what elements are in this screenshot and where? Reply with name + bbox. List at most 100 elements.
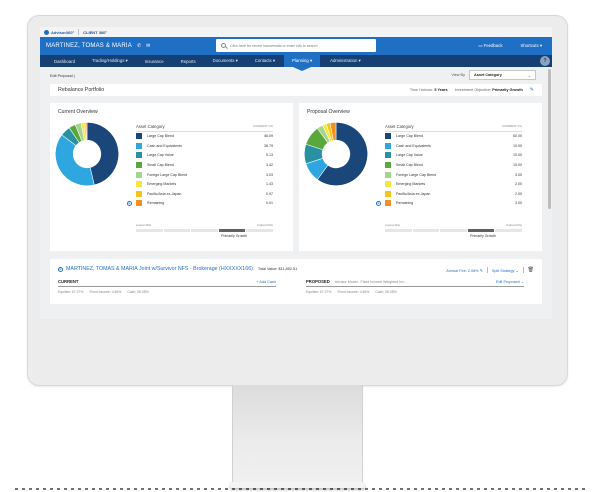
edit-pencil-icon[interactable]: ✎ [529,87,534,93]
phone-icon[interactable]: ✆ [136,43,142,49]
legend-header: Asset Category CURRENT (%) [385,124,522,132]
swatch-large-cap-blend [385,133,391,140]
current-heading: CURRENT [58,279,79,284]
time-horizon: Time Horizon: 5 Years [409,88,448,92]
nav-contacts[interactable]: Contacts ▾ [254,58,276,63]
view-by-control: View By Asset Category ⌄ [451,70,536,80]
swatch-remaining [136,200,142,207]
split-strategy-menu[interactable]: Split Strategy ⌄ [491,268,519,273]
view-by-value: Asset Category [474,73,502,77]
product-name: CLIENT 360° [83,29,107,35]
current-risk-meter: Lowest Risk Highest Risk Primarily Growth [136,223,273,238]
edit-proposed-button[interactable]: Edit Proposed ⌄ [495,280,524,284]
proposal-legend: Asset Category CURRENT (%) Large Cap Ble… [376,124,522,208]
page-scrollbar[interactable] [548,69,551,209]
feedback-button[interactable]: ▭ Feedback [478,42,503,48]
nav-reports[interactable]: Reports [180,58,196,64]
legend-row: Foreign Large Cap Blend 3.03 [136,170,273,180]
swatch-large-cap-blend [136,133,142,140]
proposed-model: Advisor Model : Fixed Income Weighted In… [334,279,407,284]
legend-row: Large Cap Value 10.00 [385,151,522,161]
current-allocation: CURRENT + Add Cash Equities: 67.27% Fixe… [58,279,276,294]
legend-row: ▸ Remaining 0.01 [127,200,273,207]
header-actions: ▭ Feedback Shortcuts ▾ [478,39,542,52]
shortcuts-menu[interactable]: Shortcuts ▾ [520,42,542,48]
swatch-foreign-large-cap [136,171,142,178]
rebalance-meta: Time Horizon: 5 Years Investment Objecti… [410,87,534,93]
divider [522,267,524,273]
legend-row: Pacific/Asia ex-Japan 0.97 [136,189,273,199]
swatch-large-cap-value [385,152,391,159]
breadcrumb: Edit Proposal | [50,74,75,78]
sub-toolbar: Edit Proposal | View By Asset Category ⌄ [40,67,546,85]
nav-planning[interactable]: Planning ▾ [284,55,321,67]
account-card: ▸ MARTINEZ, TOMAS & MARIA Joint w/Surviv… [50,259,542,304]
investment-objective: Investment Objective: Primarily Growth [454,88,523,92]
app-screen: Advisor360° CLIENT 360° MARTINEZ, TOMAS … [40,27,552,319]
risk-bar [136,228,273,232]
risk-label: Primarily Growth [221,234,247,238]
swatch-pacific-asia [385,190,391,197]
rebalance-bar: Rebalance Portfolio Time Horizon: 5 Year… [50,84,542,96]
proposal-risk-meter: Lowest Risk Highest Risk Primarily Growth [385,223,522,238]
nav-administration[interactable]: Administration ▾ [330,58,361,63]
account-name-link[interactable]: MARTINEZ, TOMAS & MARIA Joint w/Survivor… [66,266,253,272]
total-value: Total Value: $11,852.51 [257,267,298,271]
account-header: ▸ MARTINEZ, TOMAS & MARIA Joint w/Surviv… [58,266,297,272]
current-legend: Asset Category CURRENT (%) Large Cap Ble… [127,124,273,208]
search-input[interactable]: Click here for recent households or ente… [216,39,376,52]
current-overview-title: Current Overview [58,109,98,115]
feedback-icon: ▭ [478,42,484,48]
swatch-emerging-markets [136,181,142,188]
swatch-emerging-markets [385,181,391,188]
monitor-stand-base [230,482,365,488]
legend-row: Emerging Markets 2.00 [385,179,522,189]
legend-row: Cash and Equivalents 10.00 [385,141,522,151]
current-overview-panel: Current Overview Asset Category CURRENT … [50,103,293,251]
proposed-allocation: PROPOSED Advisor Model : Fixed Income We… [306,279,524,294]
nav-insurance[interactable]: Insurance [144,58,164,64]
brand-bar: Advisor360° CLIENT 360° [40,27,552,37]
nav-trading-holdings[interactable]: Trading/Holdings ▾ [92,58,128,63]
swatch-remaining [385,200,391,207]
legend-row: Large Cap Blend 46.09 [136,132,273,142]
nav-documents[interactable]: Documents ▾ [212,58,238,63]
brand-logo[interactable]: Advisor360° [44,29,75,35]
view-by-label: View By [451,73,465,77]
chevron-down-icon: ⌄ [527,72,531,78]
main-nav: Dashboard Trading/Holdings ▾ Insurance R… [40,55,552,67]
search-icon [221,43,226,48]
divider [486,267,488,273]
legend-row: Large Cap Value 5.13 [136,151,273,161]
trash-icon[interactable]: 🗑 [527,267,534,273]
swatch-foreign-large-cap [385,171,391,178]
legend-row: Foreign Large Cap Blend 3.00 [385,170,522,180]
view-by-select[interactable]: Asset Category ⌄ [469,70,536,80]
account-actions: Annual Fee: 2.08% ✎ Split Strategy ⌄ 🗑 [446,267,534,273]
annual-fee-link[interactable]: Annual Fee: 2.08% ✎ [446,268,483,273]
legend-header: Asset Category CURRENT (%) [136,124,273,132]
current-donut-chart [55,122,119,186]
expand-remaining-icon[interactable]: ▸ [127,200,132,206]
legend-row: Small Cap Blend 10.00 [385,160,522,170]
expand-remaining-icon[interactable]: ▸ [376,200,381,206]
risk-label: Primarily Growth [470,234,496,238]
monitor-stand [232,385,363,484]
client-name: MARTINEZ, TOMAS & MARIA [46,43,132,49]
expand-account-icon[interactable]: ▸ [58,266,63,272]
main-content: Edit Proposal | View By Asset Category ⌄… [40,67,546,319]
brand-logo-text: Advisor360° [51,29,75,35]
brand-divider [78,29,80,35]
swatch-large-cap-value [136,152,142,159]
add-cash-button[interactable]: + Add Cash [256,279,276,284]
search-placeholder: Click here for recent households or ente… [230,43,318,48]
help-icon[interactable]: ? [540,56,550,66]
proposal-donut-chart [304,122,368,186]
mail-icon[interactable]: ✉ [146,43,151,49]
legend-row: Large Cap Blend 60.00 [385,132,522,142]
nav-dashboard[interactable]: Dashboard [54,58,76,64]
floor-shadow [15,488,585,490]
swatch-cash [385,142,391,149]
swatch-cash [136,142,142,149]
